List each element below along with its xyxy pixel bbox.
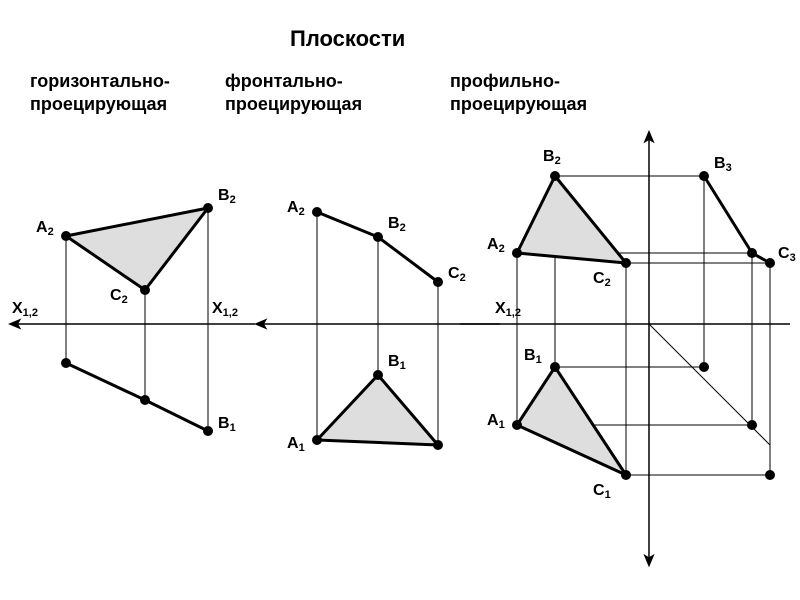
shape [317, 375, 438, 445]
point-label: A1 [487, 412, 505, 431]
point [550, 362, 560, 372]
point [203, 426, 213, 436]
shape [517, 176, 626, 263]
point [765, 258, 775, 268]
axis-label: X1,2 [12, 300, 38, 319]
axis-label: X1,2 [212, 300, 238, 319]
point-label: C2 [448, 265, 466, 284]
point [699, 362, 709, 372]
point [699, 171, 709, 181]
point-label: B1 [388, 353, 406, 372]
point [312, 435, 322, 445]
point-label: B3 [714, 155, 732, 174]
point [550, 171, 560, 181]
point [373, 370, 383, 380]
point-label: C3 [778, 245, 796, 264]
point-label: A2 [36, 219, 54, 238]
point [433, 440, 443, 450]
point-label: C2 [110, 287, 128, 306]
point-label: A2 [487, 236, 505, 255]
point [140, 395, 150, 405]
point [512, 420, 522, 430]
point [621, 470, 631, 480]
point-label: B2 [388, 215, 406, 234]
point-label: A1 [287, 435, 305, 454]
point [747, 248, 757, 258]
point [140, 285, 150, 295]
point [312, 207, 322, 217]
point-label: B2 [218, 187, 236, 206]
point [512, 248, 522, 258]
shape [66, 363, 208, 431]
point-label: A2 [287, 199, 305, 218]
point [621, 258, 631, 268]
point [747, 420, 757, 430]
shape [66, 208, 208, 290]
diagram-canvas: A2 B2 C2 B1 X1,2 X1,2 A2 B2 C2 B1 A1 B2 A2 C2 B3 C3 B1 A1… [0, 0, 800, 600]
point-label: B1 [218, 415, 236, 434]
point [373, 232, 383, 242]
point-label: C1 [593, 482, 611, 501]
point [61, 358, 71, 368]
shape [517, 367, 626, 475]
point-label: C2 [593, 270, 611, 289]
point [203, 203, 213, 213]
point [765, 470, 775, 480]
point-label: B2 [543, 148, 561, 167]
point [61, 231, 71, 241]
shape [704, 176, 770, 263]
point [433, 277, 443, 287]
point-label: B1 [524, 347, 542, 366]
